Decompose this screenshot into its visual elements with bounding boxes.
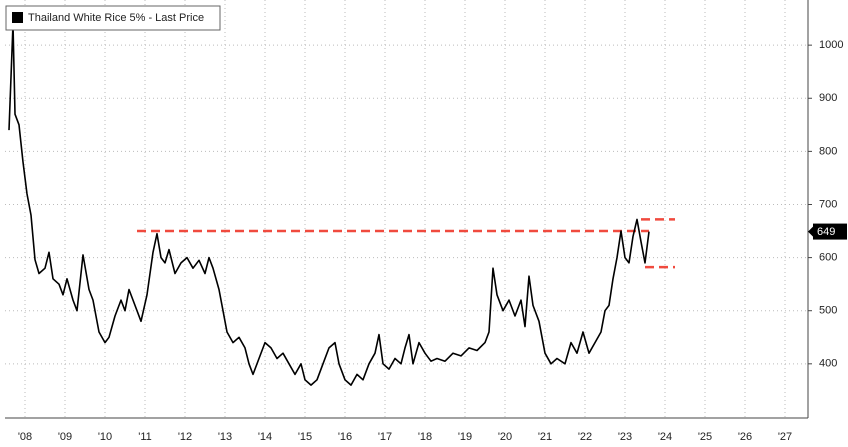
x-tick-label: '21: [538, 431, 552, 443]
legend-box: [5, 5, 221, 31]
x-tick-label: '27: [778, 431, 792, 443]
x-tick-label: '19: [458, 431, 472, 443]
y-tick-label: 800: [819, 145, 837, 157]
y-tick-label: 700: [819, 198, 837, 210]
x-tick-label: '18: [418, 431, 432, 443]
last-price-box: [813, 223, 847, 240]
x-tick-label: '20: [498, 431, 512, 443]
x-tick-label: '13: [218, 431, 232, 443]
x-tick-label: '23: [618, 431, 632, 443]
x-tick-label: '12: [178, 431, 192, 443]
x-tick-label: '26: [738, 431, 752, 443]
y-tick-label: 1000: [819, 39, 843, 51]
x-tick-label: '14: [258, 431, 272, 443]
x-tick-label: '10: [98, 431, 112, 443]
line-series: [8, 23, 650, 386]
x-tick-label: '16: [338, 431, 352, 443]
x-tick-label: '09: [58, 431, 72, 443]
x-tick-label: '24: [658, 431, 672, 443]
y-tick-label: 600: [819, 252, 837, 264]
legend-swatch: [12, 12, 23, 23]
x-tick-label: '11: [138, 431, 152, 443]
last-price-pointer: [808, 225, 814, 238]
x-tick-label: '17: [378, 431, 392, 443]
legend: Thailand White Rice 5% - Last Price: [5, 5, 221, 31]
x-tick-label: '22: [578, 431, 592, 443]
x-tick-label: '15: [298, 431, 312, 443]
legend-label: Thailand White Rice 5% - Last Price: [28, 12, 204, 24]
x-tick-label: '08: [18, 431, 32, 443]
y-tick-label: 900: [819, 92, 837, 104]
y-tick-label: 500: [819, 305, 837, 317]
x-tick-label: '25: [698, 431, 712, 443]
last-price-label: 649: [817, 226, 835, 238]
y-tick-label: 400: [819, 358, 837, 370]
